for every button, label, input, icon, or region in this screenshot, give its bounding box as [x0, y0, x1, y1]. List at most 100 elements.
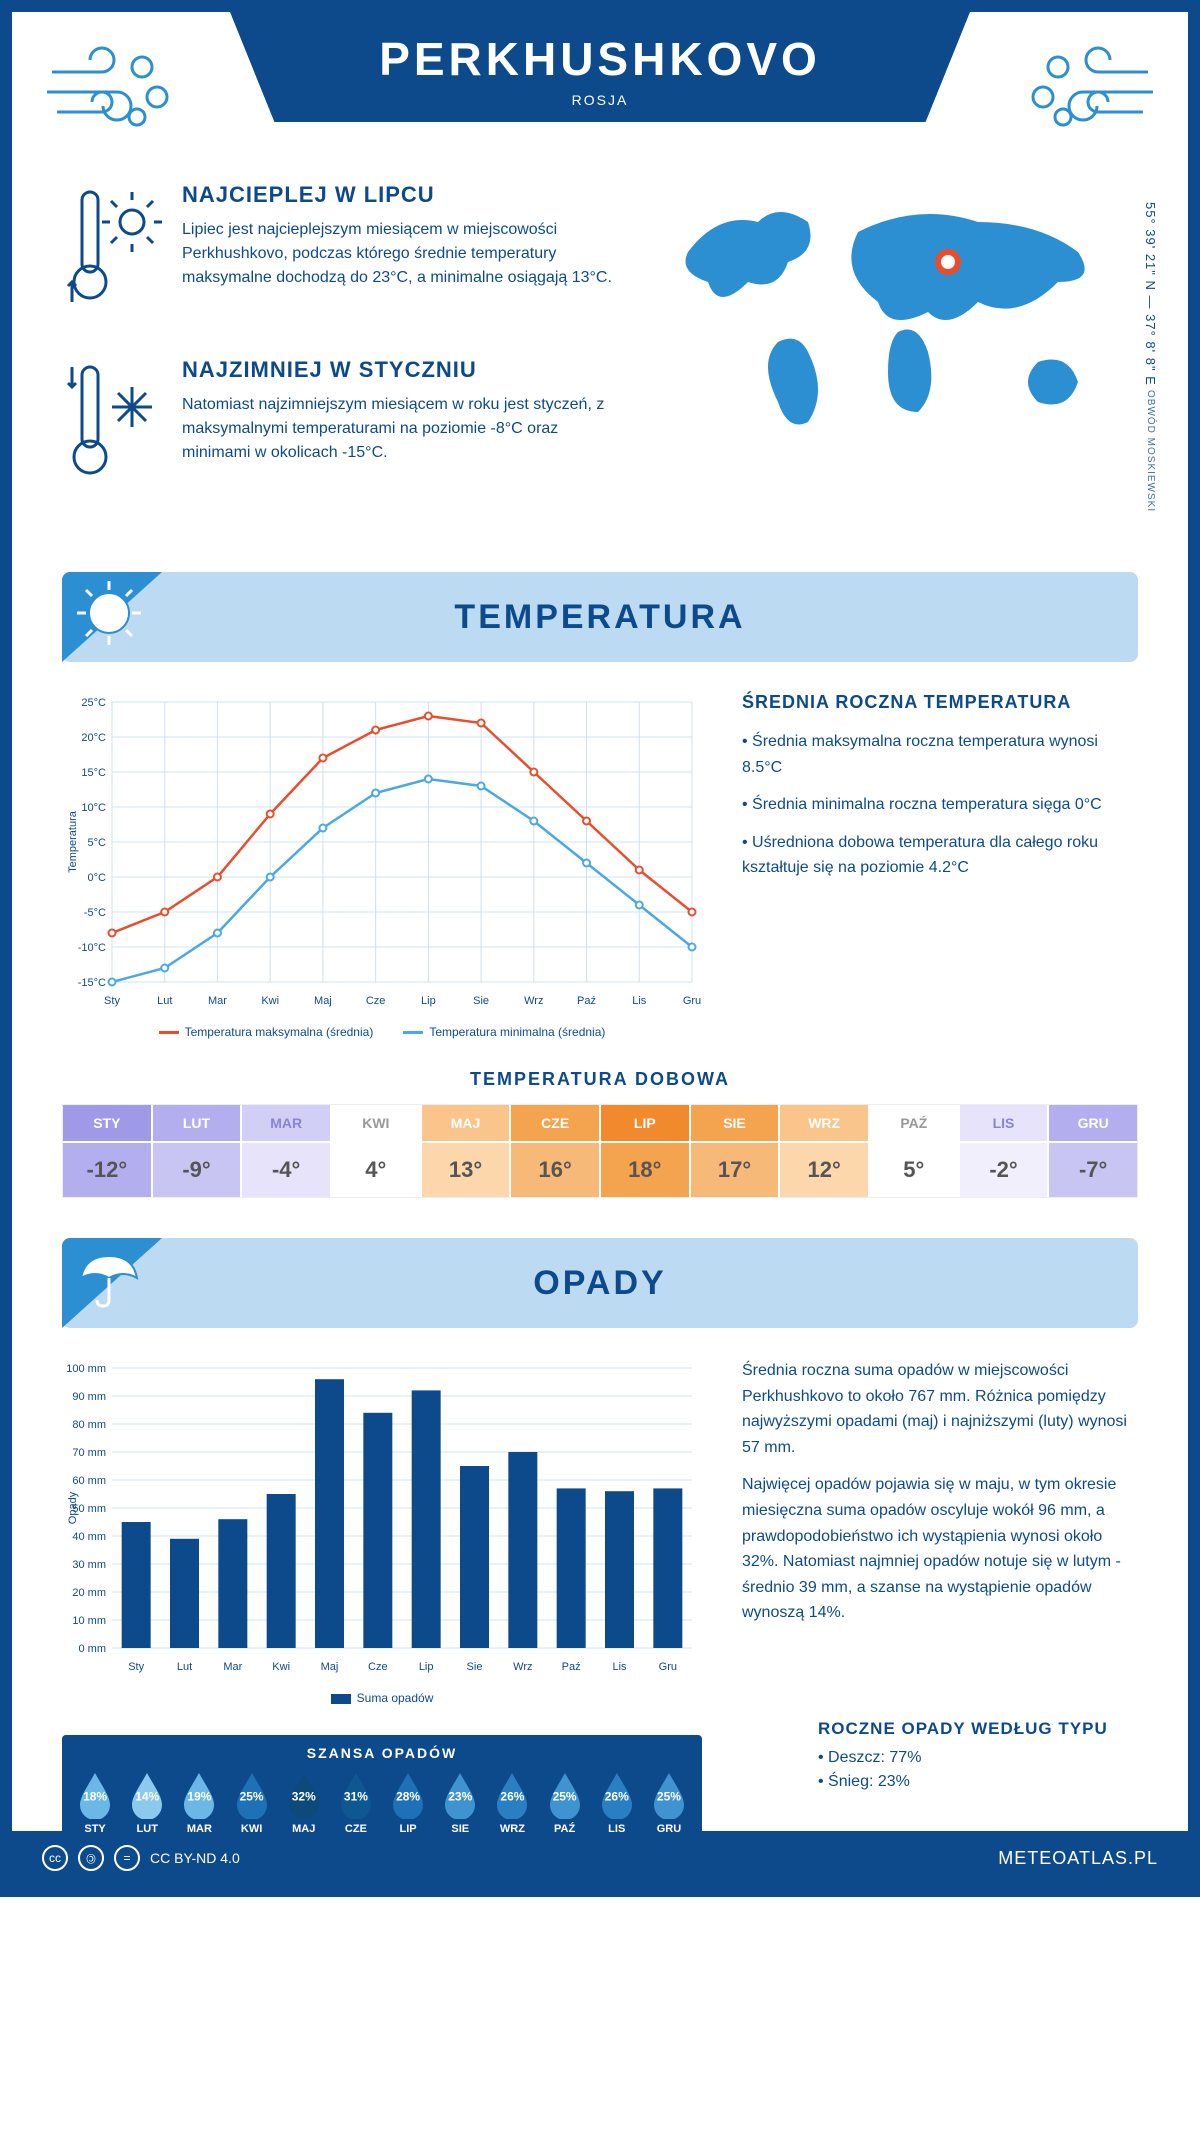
drop-pct: 19% [187, 1789, 211, 1803]
drop-month: LIP [385, 1823, 431, 1835]
month-header: STY [63, 1105, 151, 1141]
raindrop-icon: 25% [233, 1771, 271, 1819]
page-title: PERKHUSHKOVO [310, 32, 890, 86]
avg-temp-line-3: Uśredniona dobowa temperatura dla całego… [742, 830, 1138, 881]
drop-month: PAŹ [542, 1823, 588, 1835]
month-value: 18° [601, 1143, 689, 1197]
license-text: CC BY-ND 4.0 [150, 1850, 240, 1866]
legend-max: Temperatura maksymalna (średnia) [159, 1025, 374, 1039]
svg-text:Cze: Cze [368, 1661, 388, 1673]
footer-site: METEOATLAS.PL [998, 1848, 1158, 1869]
raindrop-icon: 25% [650, 1771, 688, 1819]
svg-text:Mar: Mar [208, 995, 227, 1007]
drop-month: MAR [176, 1823, 222, 1835]
drop-month: WRZ [489, 1823, 535, 1835]
by-icon: 🄯 [78, 1845, 104, 1871]
page: PERKHUSHKOVO ROSJA [0, 0, 1200, 1897]
drop-month: STY [72, 1823, 118, 1835]
avg-temp-line-1: Średnia maksymalna roczna temperatura wy… [742, 729, 1138, 780]
drop-cell: 28% LIP [385, 1771, 431, 1835]
svg-text:Lip: Lip [419, 1661, 434, 1673]
precip-bar-chart: 0 mm10 mm20 mm30 mm40 mm50 mm60 mm70 mm8… [62, 1358, 702, 1705]
temperature-title: TEMPERATURA [454, 598, 745, 637]
svg-text:40 mm: 40 mm [72, 1531, 106, 1543]
month-value: -12° [63, 1143, 151, 1197]
month-value: -9° [153, 1143, 241, 1197]
precip-type-snow: Śnieg: 23% [818, 1773, 1138, 1791]
svg-text:30 mm: 30 mm [72, 1559, 106, 1571]
wind-icon [42, 42, 182, 142]
coldest-block: NAJZIMNIEJ W STYCZNIU Natomiast najzimni… [62, 357, 618, 502]
svg-text:90 mm: 90 mm [72, 1391, 106, 1403]
precip-chart-row: 0 mm10 mm20 mm30 mm40 mm50 mm60 mm70 mm8… [12, 1338, 1188, 1725]
month-header: WRZ [780, 1105, 868, 1141]
month-value: 16° [511, 1143, 599, 1197]
svg-text:Temperatura: Temperatura [67, 810, 79, 873]
svg-text:Sty: Sty [104, 995, 120, 1007]
svg-text:Sie: Sie [467, 1661, 483, 1673]
wind-icon [1018, 42, 1158, 142]
header: PERKHUSHKOVO ROSJA [12, 12, 1188, 172]
svg-text:Cze: Cze [366, 995, 386, 1007]
month-header: LUT [153, 1105, 241, 1141]
legend-precip: Suma opadów [331, 1691, 434, 1705]
drop-pct: 25% [553, 1789, 577, 1803]
svg-text:Kwi: Kwi [261, 995, 279, 1007]
daily-temp-title: TEMPERATURA DOBOWA [62, 1069, 1138, 1090]
coords-value: 55° 39' 21" N — 37° 8' 8" E [1143, 202, 1158, 386]
svg-text:Sie: Sie [473, 995, 489, 1007]
svg-text:0°C: 0°C [88, 872, 107, 884]
raindrop-icon: 25% [546, 1771, 584, 1819]
warmest-title: NAJCIEPLEJ W LIPCU [182, 182, 618, 208]
intro-text-column: NAJCIEPLEJ W LIPCU Lipiec jest najcieple… [62, 182, 618, 532]
footer-license: cc 🄯 = CC BY-ND 4.0 [42, 1845, 240, 1871]
month-value: 13° [422, 1143, 510, 1197]
svg-text:10 mm: 10 mm [72, 1615, 106, 1627]
svg-text:Lis: Lis [632, 995, 647, 1007]
svg-text:Mar: Mar [223, 1661, 242, 1673]
raindrop-icon: 32% [285, 1771, 323, 1819]
drop-pct: 28% [396, 1789, 420, 1803]
legend-min: Temperatura minimalna (średnia) [403, 1025, 605, 1039]
month-header: GRU [1049, 1105, 1137, 1141]
svg-text:Maj: Maj [321, 1661, 339, 1673]
raindrop-icon: 28% [389, 1771, 427, 1819]
world-map-icon [658, 182, 1138, 462]
drop-cell: 31% CZE [333, 1771, 379, 1835]
drop-pct: 25% [657, 1789, 681, 1803]
month-value: -2° [960, 1143, 1048, 1197]
drop-pct: 26% [605, 1789, 629, 1803]
drop-month: CZE [333, 1823, 379, 1835]
thermometer-sun-icon [62, 182, 162, 327]
drop-cell: 25% PAŹ [542, 1771, 588, 1835]
page-subtitle: ROSJA [310, 92, 890, 108]
drop-month: LUT [124, 1823, 170, 1835]
drop-pct: 32% [292, 1789, 316, 1803]
svg-text:80 mm: 80 mm [72, 1419, 106, 1431]
drop-month: LIS [594, 1823, 640, 1835]
daily-temp-section: TEMPERATURA DOBOWA STYLUTMARKWIMAJCZELIP… [12, 1059, 1188, 1228]
drop-pct: 14% [135, 1789, 159, 1803]
drop-cell: 14% LUT [124, 1771, 170, 1835]
umbrella-icon [74, 1244, 144, 1314]
daily-temp-grid: STYLUTMARKWIMAJCZELIPSIEWRZPAŹLISGRU-12°… [62, 1104, 1138, 1198]
thermometer-snow-icon [62, 357, 162, 502]
temperature-side-text: ŚREDNIA ROCZNA TEMPERATURA Średnia maksy… [742, 692, 1138, 1039]
svg-text:Kwi: Kwi [272, 1661, 290, 1673]
svg-text:Paź: Paź [562, 1661, 581, 1673]
month-header: MAJ [422, 1105, 510, 1141]
drop-cell: 23% SIE [437, 1771, 483, 1835]
precip-chance-drops: 18% STY 14% LUT 19% MAR 25% KWI [72, 1771, 692, 1835]
svg-text:10°C: 10°C [81, 802, 106, 814]
coldest-title: NAJZIMNIEJ W STYCZNIU [182, 357, 618, 383]
svg-text:Lut: Lut [177, 1661, 192, 1673]
precip-p2: Najwięcej opadów pojawia się w maju, w t… [742, 1472, 1138, 1626]
svg-text:Lut: Lut [157, 995, 172, 1007]
svg-text:Lip: Lip [421, 995, 436, 1007]
temperature-banner: TEMPERATURA [62, 572, 1138, 662]
svg-text:15°C: 15°C [81, 767, 106, 779]
drop-pct: 31% [344, 1789, 368, 1803]
drop-cell: 25% KWI [229, 1771, 275, 1835]
drop-month: GRU [646, 1823, 692, 1835]
drop-month: SIE [437, 1823, 483, 1835]
